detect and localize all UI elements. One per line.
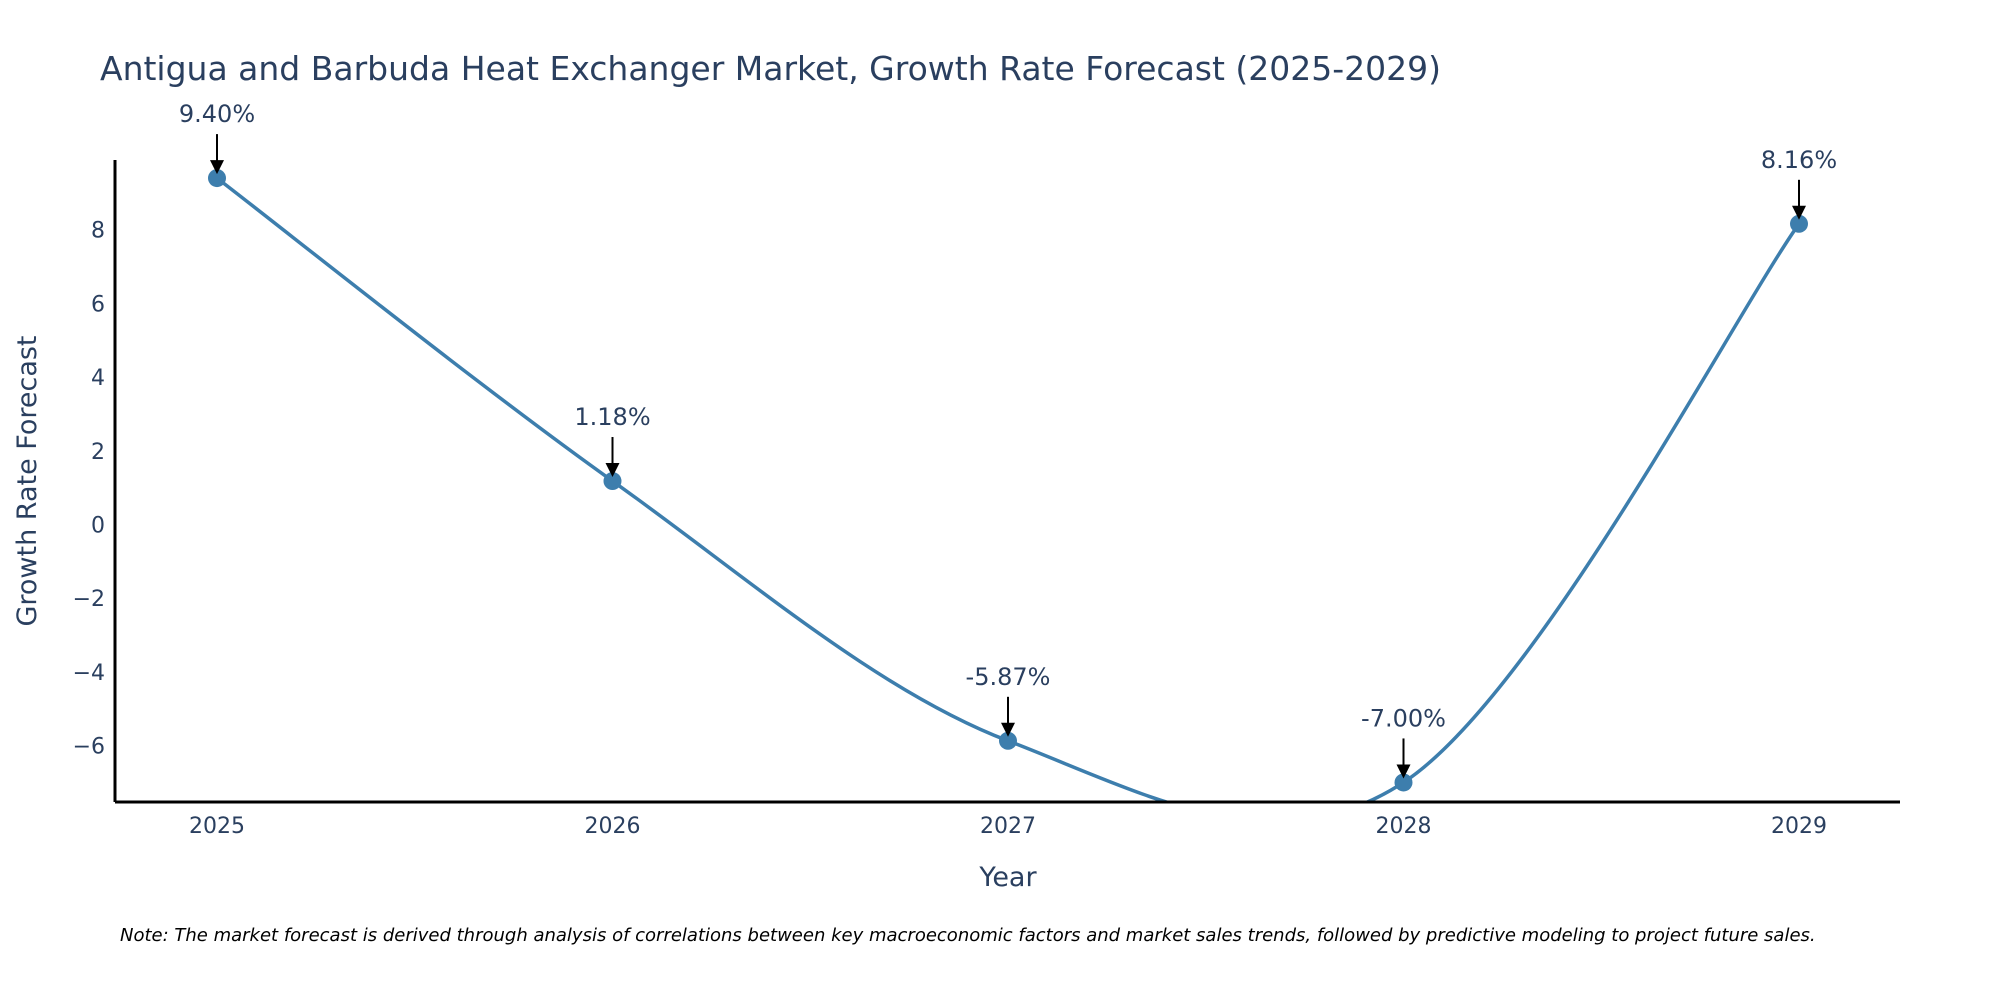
x-axis-title: Year <box>978 862 1037 893</box>
y-tick-label: 8 <box>91 219 105 244</box>
data-point <box>208 169 226 188</box>
y-tick-label: 2 <box>91 440 105 465</box>
y-tick-label: 6 <box>91 292 105 317</box>
annotation-arrow-head <box>210 160 224 175</box>
annotation-arrow-head <box>605 463 620 478</box>
data-point <box>603 472 622 491</box>
data-annotations: 9.40% 1.18% -5.87% -7.00% 8.16% <box>179 100 1837 779</box>
x-tick-label: 2025 <box>189 814 245 839</box>
data-point <box>1394 773 1413 792</box>
y-tick-label: 4 <box>91 366 105 391</box>
data-label: -5.87% <box>966 663 1051 691</box>
data-label: 8.16% <box>1761 146 1837 174</box>
chart-title: Antigua and Barbuda Heat Exchanger Marke… <box>100 49 1441 88</box>
y-axis-ticks: −6 −4 −2 0 2 4 6 8 <box>73 219 105 760</box>
y-tick-label: −6 <box>73 735 105 760</box>
x-tick-label: 2029 <box>1771 814 1827 839</box>
y-tick-label: −2 <box>73 587 105 612</box>
data-label: 1.18% <box>574 403 650 431</box>
footnote: Note: The market forecast is derived thr… <box>120 925 1816 946</box>
y-tick-label: 0 <box>91 514 105 539</box>
annotation-arrow-head <box>1001 722 1015 737</box>
data-point <box>999 731 1017 750</box>
data-label: 9.40% <box>179 100 255 128</box>
x-axis-ticks: 2025 2026 2027 2028 2029 <box>189 814 1827 839</box>
x-tick-label: 2027 <box>980 814 1036 839</box>
data-label: -7.00% <box>1361 704 1446 732</box>
data-point <box>1790 214 1808 233</box>
data-markers <box>208 169 1808 792</box>
x-tick-label: 2026 <box>585 814 641 839</box>
y-tick-label: −4 <box>73 661 105 686</box>
annotation-arrow-head <box>1792 205 1806 220</box>
y-axis-title: Growth Rate Forecast <box>12 335 43 626</box>
annotation-arrow-head <box>1396 764 1411 779</box>
x-tick-label: 2028 <box>1376 814 1432 839</box>
series-line <box>215 176 1801 802</box>
